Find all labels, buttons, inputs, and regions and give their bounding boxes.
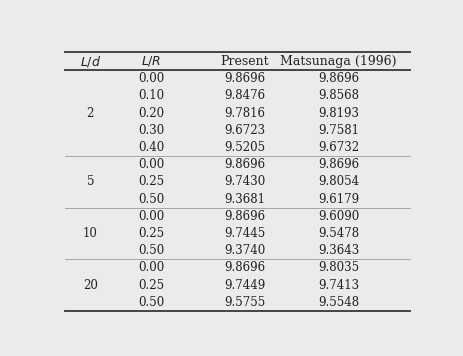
Text: 9.5205: 9.5205 (224, 141, 265, 154)
Text: 0.25: 0.25 (138, 227, 164, 240)
Text: 0.50: 0.50 (138, 244, 164, 257)
Text: 0.25: 0.25 (138, 278, 164, 292)
Text: $L/d$: $L/d$ (80, 54, 101, 69)
Text: 9.8696: 9.8696 (317, 158, 358, 171)
Text: 5: 5 (87, 176, 94, 188)
Text: 2: 2 (87, 106, 94, 120)
Text: 9.5478: 9.5478 (317, 227, 358, 240)
Text: 9.6090: 9.6090 (317, 210, 358, 223)
Text: 9.8696: 9.8696 (224, 210, 265, 223)
Text: 9.8054: 9.8054 (317, 176, 358, 188)
Text: 20: 20 (83, 278, 98, 292)
Text: 9.3643: 9.3643 (317, 244, 358, 257)
Text: Matsunaga (1996): Matsunaga (1996) (280, 55, 396, 68)
Text: 9.8476: 9.8476 (224, 89, 265, 103)
Text: 0.00: 0.00 (138, 261, 164, 274)
Text: 9.6732: 9.6732 (317, 141, 358, 154)
Text: $L/R$: $L/R$ (141, 54, 162, 68)
Text: 0.40: 0.40 (138, 141, 164, 154)
Text: 9.5755: 9.5755 (224, 296, 265, 309)
Text: 9.5548: 9.5548 (317, 296, 358, 309)
Text: 9.8696: 9.8696 (224, 261, 265, 274)
Text: 9.8568: 9.8568 (317, 89, 358, 103)
Text: 10: 10 (83, 227, 98, 240)
Text: 0.00: 0.00 (138, 210, 164, 223)
Text: 0.50: 0.50 (138, 296, 164, 309)
Text: 9.3681: 9.3681 (224, 193, 265, 205)
Text: 0.25: 0.25 (138, 176, 164, 188)
Text: 0.00: 0.00 (138, 158, 164, 171)
Text: 9.7581: 9.7581 (317, 124, 358, 137)
Text: 9.7449: 9.7449 (224, 278, 265, 292)
Text: 9.8696: 9.8696 (224, 158, 265, 171)
Text: 0.50: 0.50 (138, 193, 164, 205)
Text: 9.8696: 9.8696 (317, 72, 358, 85)
Text: 0.00: 0.00 (138, 72, 164, 85)
Text: 9.8035: 9.8035 (317, 261, 358, 274)
Text: 9.7816: 9.7816 (224, 106, 265, 120)
Text: 9.6723: 9.6723 (224, 124, 265, 137)
Text: 9.8696: 9.8696 (224, 72, 265, 85)
Text: 9.3740: 9.3740 (224, 244, 265, 257)
Text: 0.20: 0.20 (138, 106, 164, 120)
Text: Present: Present (220, 55, 269, 68)
Text: 9.6179: 9.6179 (317, 193, 358, 205)
Text: 9.7430: 9.7430 (224, 176, 265, 188)
Text: 0.30: 0.30 (138, 124, 164, 137)
Text: 0.10: 0.10 (138, 89, 164, 103)
Text: 9.8193: 9.8193 (317, 106, 358, 120)
Text: 9.7445: 9.7445 (224, 227, 265, 240)
Text: 9.7413: 9.7413 (317, 278, 358, 292)
